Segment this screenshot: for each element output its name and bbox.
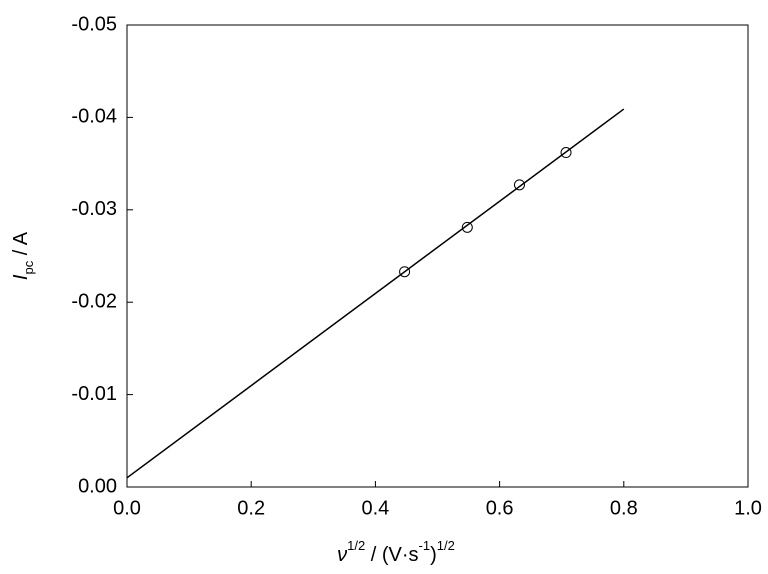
y-tick-label: -0.01 (71, 383, 117, 405)
x-label-close-sup: 1/2 (437, 538, 455, 553)
x-label-symbol: ν (337, 544, 347, 566)
data-point (513, 179, 525, 191)
x-tick-label: 0.2 (237, 497, 265, 519)
y-label-symbol: I (10, 274, 32, 280)
x-axis-label: ν1/2 / (V·s-1)1/2 (337, 538, 455, 566)
y-tick-label: -0.04 (71, 106, 117, 128)
y-tick-label: 0.00 (78, 475, 117, 497)
x-tick-label: 0.6 (486, 497, 514, 519)
x-label-sup: 1/2 (347, 538, 365, 553)
y-label-unit: / A (10, 231, 32, 261)
y-label-sub: pc (21, 260, 36, 274)
y-tick-label: -0.03 (71, 198, 117, 220)
x-label-close: ) (430, 544, 437, 566)
x-label-unit-sup: -1 (419, 538, 431, 553)
data-point (560, 147, 572, 159)
data-point (461, 221, 473, 233)
plot-frame (126, 24, 749, 488)
data-point (399, 266, 411, 278)
y-tick-label: -0.02 (71, 290, 117, 312)
fit-line (126, 108, 625, 479)
x-tick-label: 0.0 (113, 497, 141, 519)
y-tick-label: -0.05 (71, 13, 117, 35)
y-axis-label: Ipc / A (10, 231, 36, 280)
x-label-unit: / (V·s (365, 544, 418, 566)
x-tick-label: 0.4 (361, 497, 389, 519)
x-tick-label: 0.8 (610, 497, 638, 519)
x-tick-label: 1.0 (734, 497, 762, 519)
